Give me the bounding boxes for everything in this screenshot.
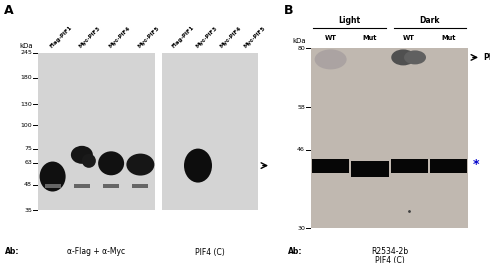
Text: 130: 130 [20,102,32,107]
Text: Myc-PIF5: Myc-PIF5 [243,26,266,49]
Text: 75: 75 [24,146,32,151]
Text: 245: 245 [20,50,32,55]
Ellipse shape [391,49,415,65]
Bar [391,159,428,173]
Text: B: B [284,4,294,17]
Text: 48: 48 [24,182,32,187]
Bar [311,48,468,228]
Ellipse shape [126,154,154,176]
Text: A: A [4,4,14,17]
Text: Flag-PIF1: Flag-PIF1 [49,25,74,49]
Text: R2534-2b: R2534-2b [371,247,408,256]
Ellipse shape [184,149,212,183]
Ellipse shape [404,50,426,64]
Text: WT: WT [325,35,337,41]
Text: 100: 100 [21,123,32,128]
Text: Light: Light [338,16,360,25]
Text: Myc-PIF3: Myc-PIF3 [78,26,102,49]
Text: 63: 63 [24,160,32,165]
Bar [162,53,258,210]
Text: 180: 180 [21,75,32,80]
Text: 58: 58 [297,104,305,109]
Ellipse shape [98,151,124,175]
Bar [132,184,148,188]
Text: PIF4 (C): PIF4 (C) [195,247,225,256]
Text: Myc-PIF5: Myc-PIF5 [137,26,160,49]
Text: 35: 35 [24,208,32,213]
Text: Flag-PIF1: Flag-PIF1 [171,25,195,49]
Bar [74,184,90,188]
Text: Ab:: Ab: [288,247,302,256]
Text: kDa: kDa [19,43,33,49]
Ellipse shape [82,154,96,168]
Text: Ab:: Ab: [5,247,20,256]
Text: Dark: Dark [419,16,440,25]
Ellipse shape [71,146,93,164]
Ellipse shape [315,49,346,69]
Text: Myc-PIF4: Myc-PIF4 [219,26,242,49]
Text: 30: 30 [297,225,305,230]
Text: *: * [473,158,480,171]
Text: Myc-PIF4: Myc-PIF4 [108,26,131,49]
Bar [103,184,119,188]
Bar [312,159,349,173]
Text: PIF4 (C): PIF4 (C) [375,256,404,263]
Text: Mut: Mut [363,35,377,41]
Text: kDa: kDa [292,38,306,44]
Text: 80: 80 [297,45,305,50]
Text: Mut: Mut [441,35,456,41]
Text: 46: 46 [297,147,305,152]
Text: Myc-PIF3: Myc-PIF3 [195,26,218,49]
Text: α-Flag + α-Myc: α-Flag + α-Myc [68,247,125,256]
Bar [45,184,61,188]
Bar [430,159,467,173]
Bar [38,53,155,210]
Text: PIF4: PIF4 [483,53,490,62]
Bar [351,161,389,177]
Ellipse shape [40,161,66,191]
Text: WT: WT [403,35,415,41]
